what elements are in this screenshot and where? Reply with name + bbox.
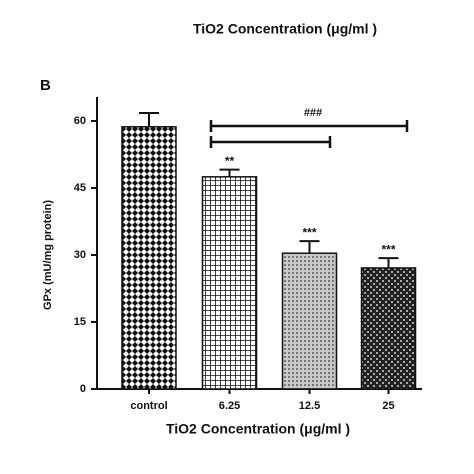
x-axis-label: TiO2 Concentration (μg/ml )	[166, 421, 350, 437]
significance: ***	[381, 242, 395, 256]
bar	[281, 252, 338, 390]
bar	[121, 126, 177, 390]
bar	[201, 176, 258, 390]
x-tick-label: 12.5	[299, 400, 320, 412]
significance: ***	[302, 225, 316, 239]
y-tick-label: 0	[80, 383, 86, 395]
top-caption: TiO2 Concentration (μg/ml )	[193, 21, 377, 37]
x-tick-label: 25	[382, 400, 394, 412]
bar	[360, 267, 417, 390]
y-tick-label: 60	[74, 115, 86, 127]
y-tick-label: 45	[74, 182, 86, 194]
brackets	[209, 120, 409, 148]
y-axis-label: GPx (mU/mg protein)	[42, 200, 54, 310]
bracket-label: ###	[304, 107, 322, 119]
x-tick-label: control	[130, 400, 167, 412]
x-tick-label: 6.25	[219, 400, 240, 412]
significance: **	[225, 154, 235, 168]
panel-label: B	[40, 77, 51, 94]
y-tick-label: 30	[74, 249, 86, 261]
y-tick-label: 15	[74, 316, 86, 328]
